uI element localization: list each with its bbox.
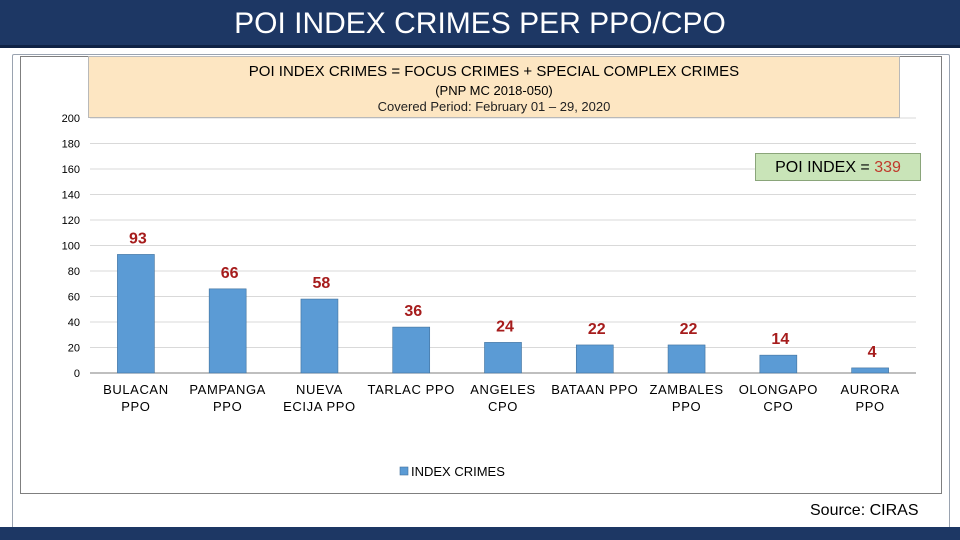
x-tick-label: BATAAN PPO [551, 382, 638, 397]
chart-subtitle: (PNP MC 2018-050) [435, 83, 553, 98]
y-tick-label: 200 [62, 113, 80, 125]
poi-index-box: POI INDEX = 339 [755, 153, 921, 181]
y-tick-label: 40 [68, 317, 80, 329]
chart-title: POI INDEX CRIMES = FOCUS CRIMES + SPECIA… [248, 63, 740, 80]
bar [484, 342, 522, 374]
bar [759, 354, 798, 374]
page-title: POI INDEX CRIMES PER PPO/CPO [234, 7, 726, 40]
chart-area [20, 56, 942, 494]
x-tick-label: OLONGAPO CPO [739, 382, 818, 414]
y-tick-label: 140 [62, 190, 80, 202]
data-label: 36 [404, 303, 422, 320]
y-tick-label: 20 [68, 343, 80, 355]
y-tick-label: 0 [74, 368, 80, 380]
bottom-bar [0, 527, 960, 540]
y-tick-label: 160 [62, 164, 80, 176]
data-label: 4 [868, 344, 877, 361]
bar [300, 298, 339, 374]
poi-index-value: 339 [874, 159, 901, 176]
x-tick-label: NUEVA ECIJA PPO [283, 382, 356, 414]
x-tick-label: AURORA PPO [841, 382, 900, 414]
data-label: 58 [313, 275, 331, 292]
y-tick-label: 80 [68, 266, 80, 278]
title-bar [0, 0, 960, 48]
x-tick-label: TARLAC PPO [368, 382, 455, 397]
x-tick-label: ANGELES CPO [470, 382, 536, 414]
legend-swatch [399, 466, 409, 476]
bar [392, 326, 431, 374]
x-tick-label: BULACAN PPO [103, 382, 169, 414]
data-label: 93 [129, 230, 147, 247]
bar [575, 344, 614, 374]
y-tick-label: 180 [62, 139, 80, 151]
y-tick-label: 120 [62, 215, 80, 227]
data-label: 24 [496, 318, 514, 335]
bar [667, 344, 706, 374]
y-tick-label: 100 [62, 241, 80, 253]
chart-header-box: POI INDEX CRIMES = FOCUS CRIMES + SPECIA… [88, 56, 900, 118]
data-label: 14 [771, 331, 789, 348]
y-tick-label: 60 [68, 292, 80, 304]
x-tick-label: PAMPANGA PPO [189, 382, 266, 414]
data-label: 66 [221, 265, 239, 282]
data-label: 22 [588, 321, 606, 338]
source-note: Source: CIRAS [810, 502, 919, 519]
bar [117, 254, 155, 374]
bar [208, 288, 247, 374]
data-label: 22 [680, 321, 698, 338]
x-tick-label: ZAMBALES PPO [649, 382, 723, 414]
legend-label: INDEX CRIMES [411, 464, 505, 479]
covered-period: Covered Period: February 01 – 29, 2020 [377, 99, 611, 114]
poi-index-label: POI INDEX = [775, 159, 875, 176]
bar [851, 367, 889, 374]
